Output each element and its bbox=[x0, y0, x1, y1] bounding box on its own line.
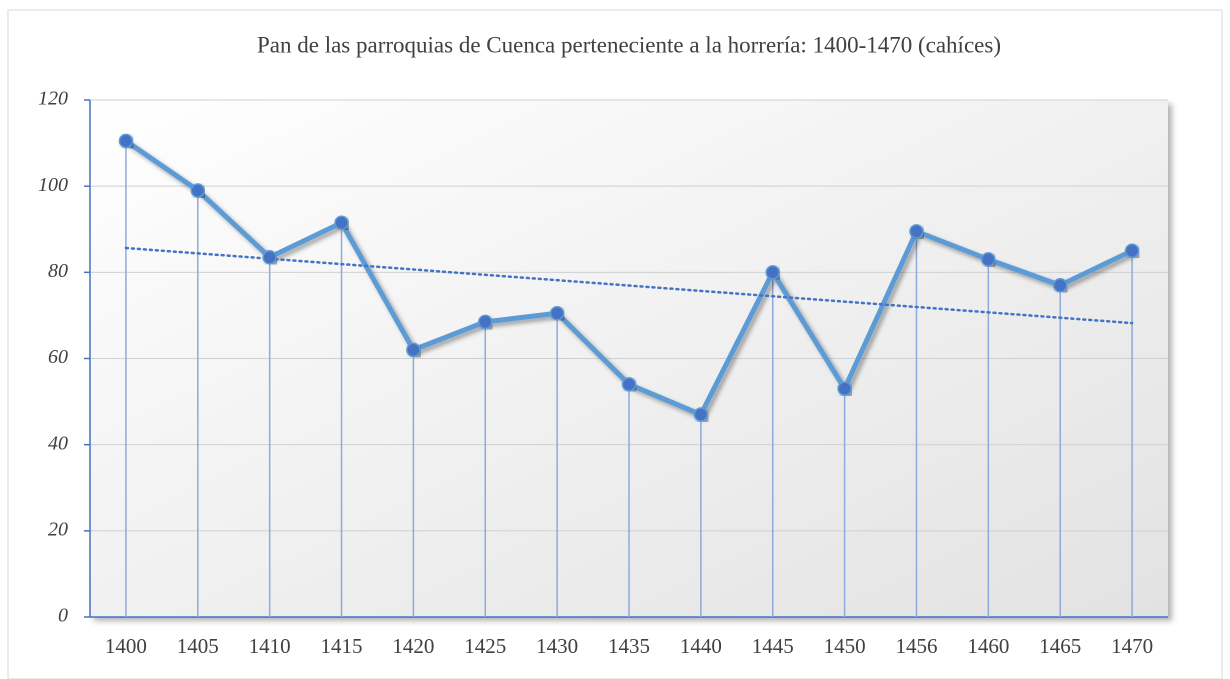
marker bbox=[478, 314, 493, 330]
y-tick-label: 120 bbox=[38, 88, 68, 110]
x-tick-label: 1445 bbox=[752, 634, 794, 658]
chart-title: Pan de las parroquias de Cuenca pertenec… bbox=[257, 32, 1001, 57]
x-tick-label: 1470 bbox=[1111, 634, 1153, 658]
marker bbox=[334, 215, 349, 231]
marker bbox=[118, 133, 134, 149]
x-tick-label: 1400 bbox=[105, 634, 147, 658]
x-tick-label: 1415 bbox=[321, 634, 363, 658]
x-tick-label: 1405 bbox=[177, 634, 219, 658]
marker bbox=[1124, 243, 1140, 259]
y-tick-label: 0 bbox=[58, 605, 68, 627]
marker bbox=[406, 342, 421, 358]
x-tick-label: 1420 bbox=[392, 634, 434, 658]
y-tick-label: 40 bbox=[48, 432, 68, 454]
y-tick-label: 60 bbox=[48, 346, 68, 368]
marker bbox=[909, 224, 924, 239]
marker bbox=[262, 250, 277, 265]
marker bbox=[1052, 278, 1068, 293]
marker bbox=[981, 252, 996, 267]
x-tick-label: 1456 bbox=[895, 634, 937, 658]
marker bbox=[837, 381, 852, 396]
x-tick-label: 1410 bbox=[249, 634, 291, 658]
y-tick-label: 20 bbox=[48, 518, 68, 540]
trendline bbox=[124, 246, 1134, 325]
marker bbox=[765, 265, 780, 280]
marker bbox=[621, 377, 637, 392]
x-tick-label: 1430 bbox=[536, 634, 578, 658]
x-tick-label: 1440 bbox=[680, 634, 722, 658]
y-tick-label: 100 bbox=[38, 174, 68, 196]
x-tick-label: 1450 bbox=[824, 634, 866, 658]
marker bbox=[190, 183, 206, 198]
x-tick-label: 1460 bbox=[967, 634, 1009, 658]
x-tick-label: 1465 bbox=[1039, 634, 1081, 658]
marker bbox=[693, 407, 709, 422]
x-tick-label: 1425 bbox=[464, 634, 506, 658]
y-tick-label: 80 bbox=[48, 260, 68, 282]
marker bbox=[549, 306, 565, 321]
x-tick-label: 1435 bbox=[608, 634, 650, 658]
